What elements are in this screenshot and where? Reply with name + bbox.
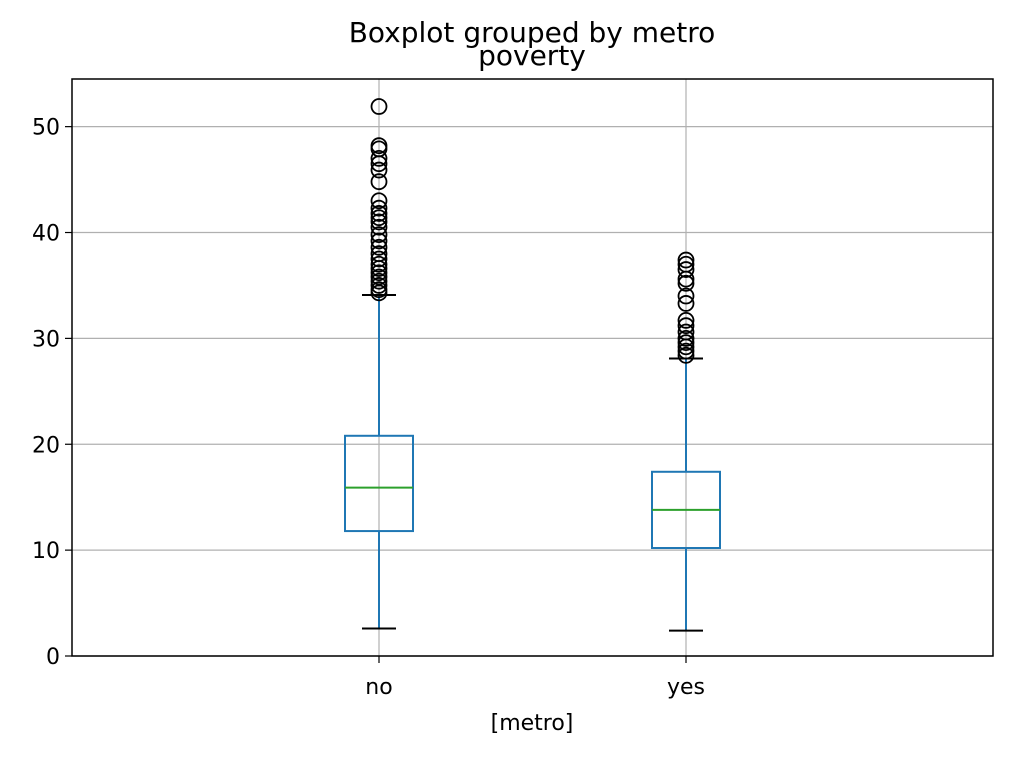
outlier-point	[370, 226, 388, 244]
outlier-point	[370, 218, 388, 236]
outlier-point	[677, 251, 695, 269]
outlier-point	[677, 323, 695, 341]
outlier-point	[677, 311, 695, 329]
y-tick-label: 10	[32, 539, 60, 564]
y-tick-label: 0	[46, 645, 60, 670]
outlier-point	[677, 287, 695, 305]
outlier-point	[370, 232, 388, 250]
outlier-point	[370, 199, 388, 217]
outlier-point	[370, 277, 388, 294]
outlier-point	[677, 329, 695, 347]
outlier-point	[677, 317, 695, 335]
outlier-point	[370, 205, 388, 222]
chart-title: poverty	[478, 39, 586, 72]
box-layer	[344, 98, 721, 632]
y-tick-label: 50	[32, 116, 60, 141]
x-tick-label: no	[365, 675, 392, 700]
box-yes	[651, 251, 721, 632]
y-tick-label: 20	[32, 433, 60, 458]
outlier-point	[370, 150, 388, 167]
outlier-point	[370, 192, 388, 210]
outlier-point	[677, 295, 695, 312]
iqr-box	[344, 434, 414, 533]
outlier-point	[370, 272, 388, 290]
outlier-point	[677, 274, 695, 292]
outlier-point	[677, 346, 695, 364]
outlier-point	[370, 245, 388, 263]
grid-lines	[72, 79, 993, 657]
y-tick-label: 40	[32, 222, 60, 247]
outlier-point	[677, 255, 695, 273]
tick-layer: 0 10 20 30 40 50 no yes	[32, 116, 705, 700]
outlier-point	[370, 161, 388, 179]
outlier-point	[370, 255, 388, 273]
outlier-point	[370, 209, 388, 227]
outlier-point	[370, 98, 388, 115]
outlier-point	[677, 342, 695, 360]
outlier-point	[677, 334, 695, 352]
outlier-point	[370, 250, 388, 268]
outlier-point	[370, 268, 388, 286]
outlier-point	[370, 213, 388, 231]
y-tick-label: 30	[32, 327, 60, 352]
outlier-point	[370, 173, 388, 191]
x-axis-label: [metro]	[491, 711, 574, 736]
outlier-point	[370, 137, 388, 155]
outlier-point	[370, 264, 388, 282]
outlier-point	[370, 281, 388, 299]
box-no	[344, 98, 414, 630]
outlier-point	[370, 238, 388, 256]
chart-suptitle: Boxplot grouped by metro	[349, 16, 716, 49]
x-tick-label: yes	[667, 675, 705, 700]
outlier-point	[677, 261, 695, 278]
plot-frame	[71, 78, 994, 657]
